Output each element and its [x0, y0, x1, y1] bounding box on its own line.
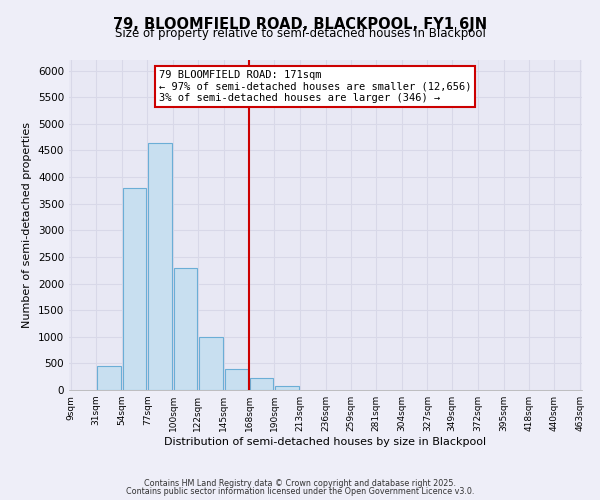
- Bar: [275, 386, 299, 390]
- Bar: [224, 368, 248, 390]
- Bar: [122, 188, 146, 390]
- Text: Contains HM Land Registry data © Crown copyright and database right 2025.: Contains HM Land Registry data © Crown c…: [144, 479, 456, 488]
- Text: 79, BLOOMFIELD ROAD, BLACKPOOL, FY1 6JN: 79, BLOOMFIELD ROAD, BLACKPOOL, FY1 6JN: [113, 18, 487, 32]
- Bar: [199, 337, 223, 390]
- Bar: [148, 142, 172, 390]
- Bar: [97, 366, 121, 390]
- Text: Size of property relative to semi-detached houses in Blackpool: Size of property relative to semi-detach…: [115, 28, 485, 40]
- Bar: [174, 268, 197, 390]
- Text: Contains public sector information licensed under the Open Government Licence v3: Contains public sector information licen…: [126, 486, 474, 496]
- Y-axis label: Number of semi-detached properties: Number of semi-detached properties: [22, 122, 32, 328]
- Text: 79 BLOOMFIELD ROAD: 171sqm
← 97% of semi-detached houses are smaller (12,656)
3%: 79 BLOOMFIELD ROAD: 171sqm ← 97% of semi…: [159, 70, 471, 103]
- Bar: [250, 378, 273, 390]
- X-axis label: Distribution of semi-detached houses by size in Blackpool: Distribution of semi-detached houses by …: [164, 437, 487, 447]
